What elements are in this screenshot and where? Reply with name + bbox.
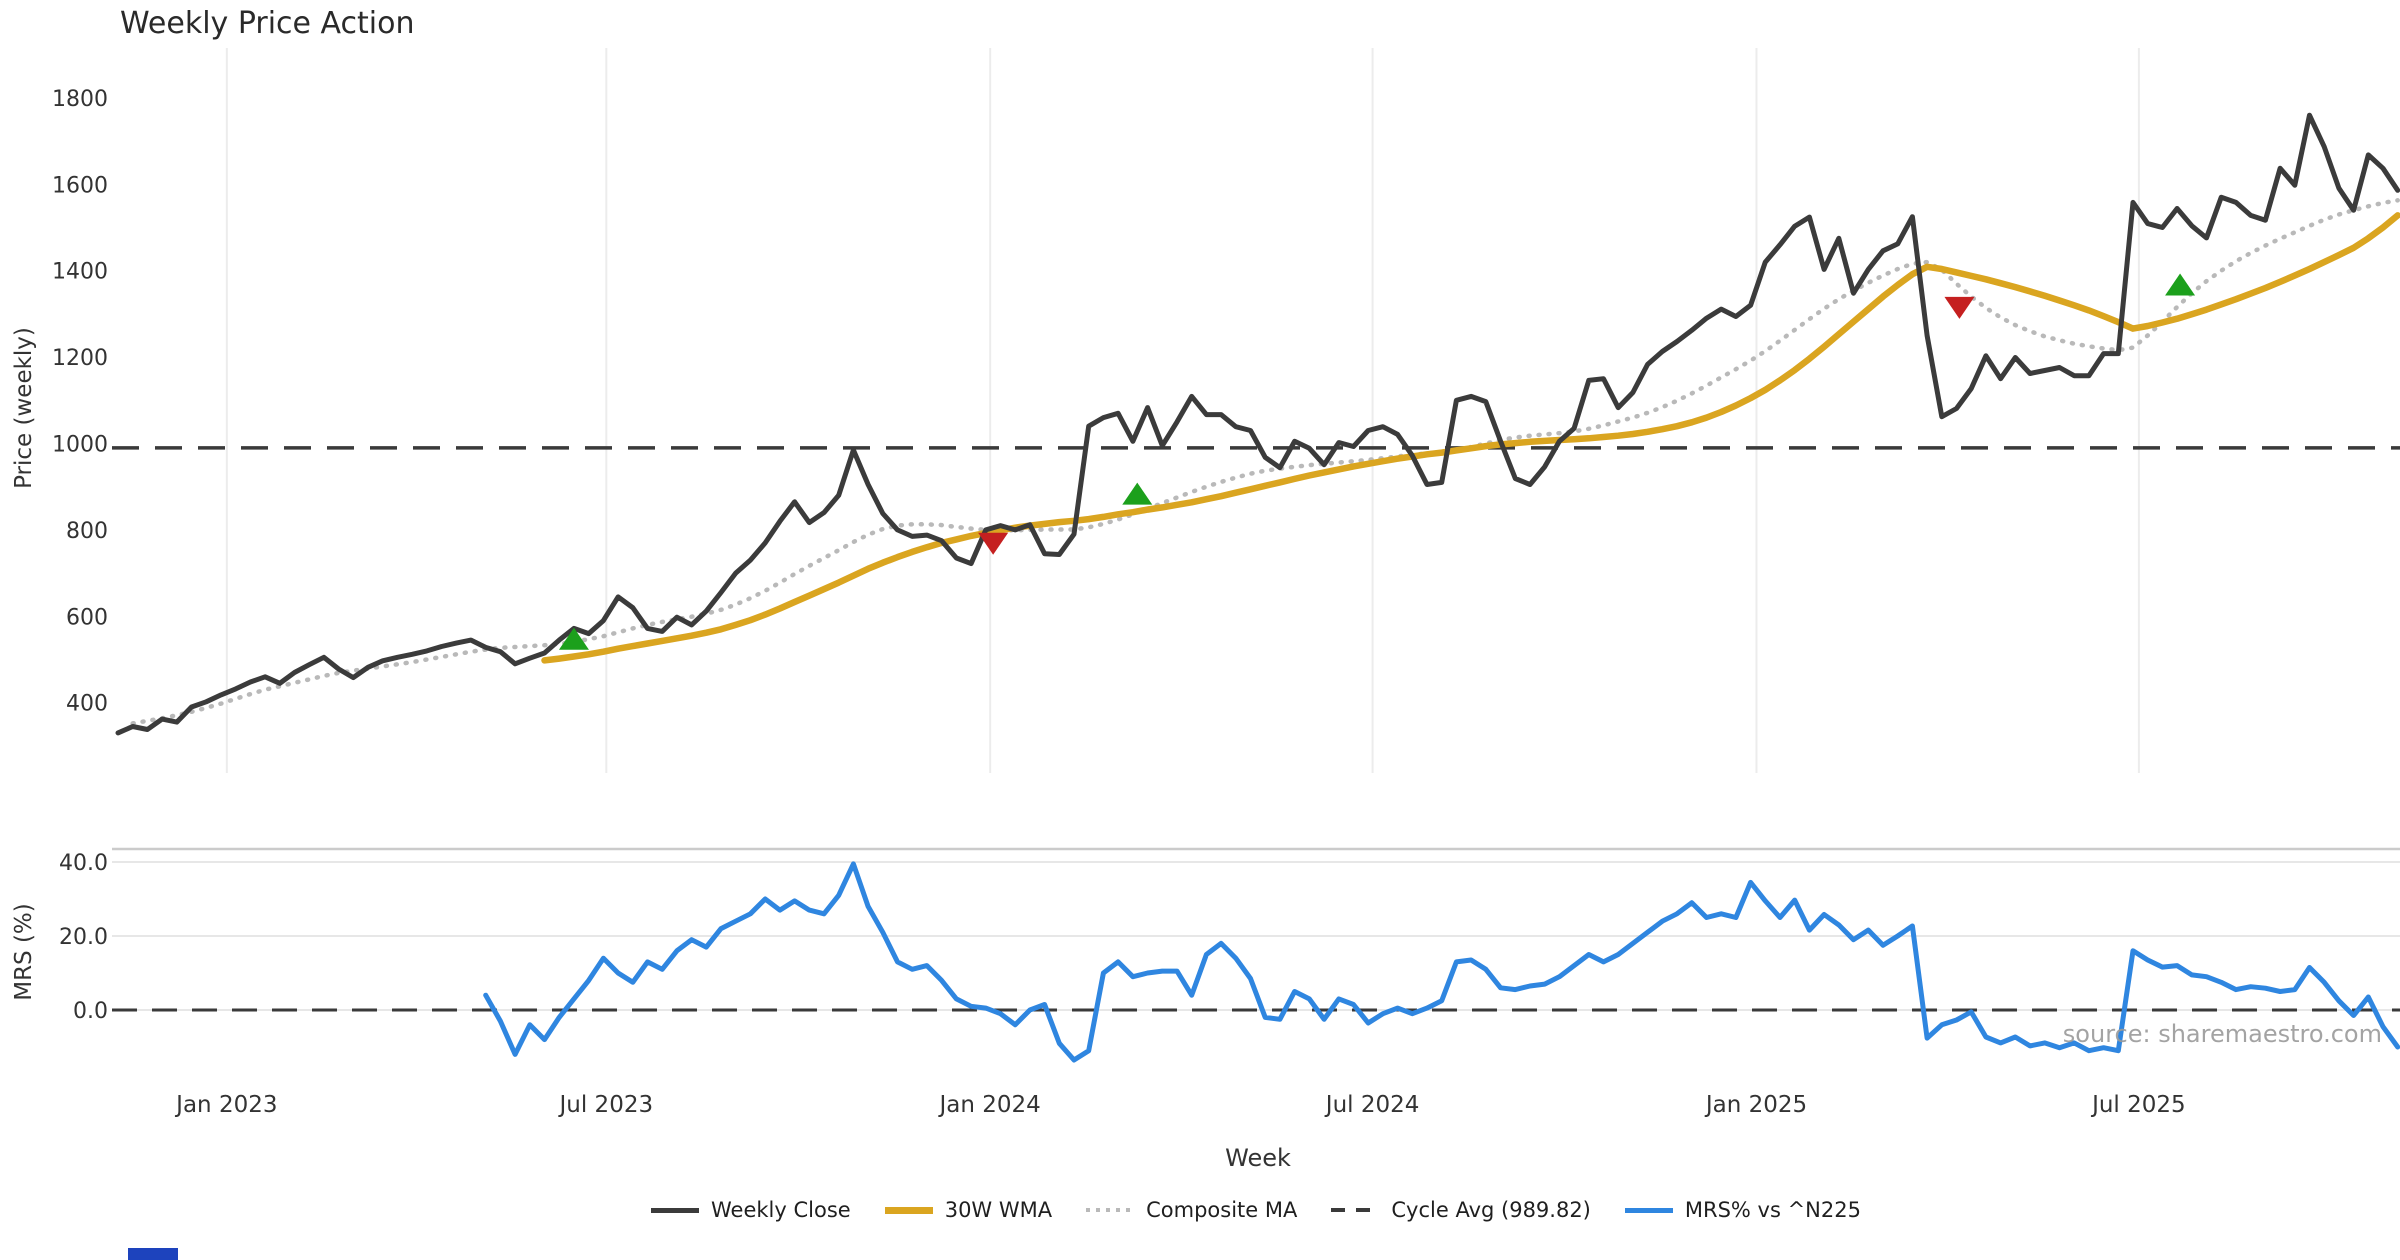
mrs-y-tick-label: 0.0 bbox=[73, 999, 108, 1024]
x-tick-label: Jan 2023 bbox=[174, 1092, 277, 1118]
wma-legend-swatch bbox=[884, 1206, 933, 1214]
price-y-tick-label: 1000 bbox=[52, 433, 108, 458]
mrs-y-tick-label: 40.0 bbox=[59, 851, 108, 876]
price-y-tick-label: 1800 bbox=[52, 87, 108, 112]
x-tick-label: Jul 2025 bbox=[2090, 1092, 2186, 1118]
legend-item-mrs: MRS% vs ^N225 bbox=[1624, 1198, 1861, 1222]
legend-item-weekly-close: Weekly Close bbox=[651, 1198, 851, 1222]
legend-item-label: Weekly Close bbox=[711, 1198, 851, 1222]
legend-item-label: Cycle Avg (989.82) bbox=[1391, 1198, 1591, 1222]
mrs-axis-label: MRS (%) bbox=[11, 903, 37, 1001]
price-y-tick-label: 1200 bbox=[52, 346, 108, 371]
weekly-close-legend-swatch bbox=[651, 1207, 700, 1213]
cycle-avg-legend-swatch bbox=[1331, 1208, 1380, 1212]
composite-ma-line bbox=[130, 198, 2400, 726]
legend-item-label: MRS% vs ^N225 bbox=[1684, 1198, 1861, 1222]
legend-item-composite-ma: Composite MA bbox=[1086, 1198, 1297, 1222]
chart-legend: Weekly Close 30W WMA Composite MA Cycle Avg… bbox=[112, 1198, 2400, 1222]
page-title: Weekly Price Action bbox=[120, 6, 415, 41]
price-y-tick-label: 600 bbox=[66, 605, 108, 630]
x-tick-label: Jul 2023 bbox=[558, 1092, 654, 1118]
mrs-y-tick-label: 20.0 bbox=[59, 925, 108, 950]
price-y-tick-label: 800 bbox=[66, 519, 108, 544]
buy-signal-marker bbox=[558, 627, 589, 650]
legend-item-cycle-avg: Cycle Avg (989.82) bbox=[1331, 1198, 1591, 1222]
price-y-tick-label: 400 bbox=[66, 692, 108, 717]
wma-line bbox=[541, 212, 2400, 664]
composite-ma-legend-swatch bbox=[1086, 1208, 1135, 1212]
weekly-close-line bbox=[115, 112, 2400, 736]
mrs-legend-swatch bbox=[1624, 1207, 1673, 1213]
sell-signal-marker bbox=[978, 532, 1009, 555]
week-axis-label: Week bbox=[1225, 1144, 1291, 1172]
price-y-tick-label: 1400 bbox=[52, 260, 108, 285]
legend-item-label: 30W WMA bbox=[944, 1198, 1053, 1222]
x-tick-label: Jan 2025 bbox=[1704, 1092, 1807, 1118]
x-tick-label: Jan 2024 bbox=[938, 1092, 1041, 1118]
price-y-tick-label: 1600 bbox=[52, 173, 108, 198]
sell-signal-marker bbox=[1944, 296, 1975, 319]
price-axis-label: Price (weekly) bbox=[11, 327, 37, 489]
source-watermark: source: sharemaestro.com bbox=[2062, 1020, 2382, 1048]
buy-signal-marker bbox=[1122, 482, 1153, 505]
legend-item-label: Composite MA bbox=[1146, 1198, 1298, 1222]
mrs-line bbox=[483, 861, 2400, 1063]
buy-signal-marker bbox=[2165, 273, 2196, 296]
bottom-left-blue-artifact bbox=[128, 1248, 178, 1260]
x-tick-label: Jul 2024 bbox=[1324, 1092, 1420, 1118]
legend-item-wma: 30W WMA bbox=[884, 1198, 1053, 1222]
